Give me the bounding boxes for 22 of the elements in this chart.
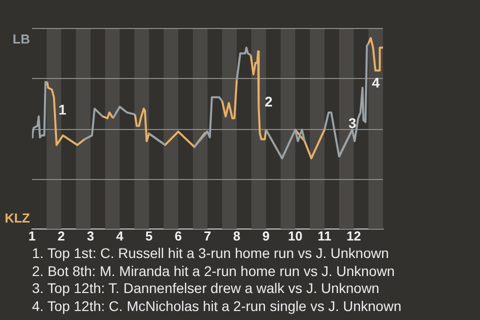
- x-tick-label: 11: [318, 228, 332, 244]
- text: 3. Top 12th: T. Dannenfelser drew a walk vs J. Unknown: [32, 280, 380, 298]
- text: LB: [12, 32, 30, 47]
- x-tick-label: 3: [86, 228, 94, 244]
- x-tick-label: 10: [288, 228, 302, 244]
- annotation: 2: [264, 94, 273, 110]
- text: 1. Top 1st: C. Russell hit a 3-run home run vs J. Unknown: [32, 245, 390, 262]
- annotation: 1: [58, 101, 66, 118]
- x-tick-label: 6: [174, 228, 182, 244]
- annotation: 4: [372, 74, 380, 91]
- x-tick-label: 7: [204, 228, 212, 244]
- x-tick-label: 4: [116, 228, 124, 244]
- x-tick-label: 2: [58, 228, 65, 244]
- text: 2. Bot 8th: M. Miranda hit a 2-run home run vs J. Unknown: [32, 262, 396, 280]
- x-tick-label: 8: [233, 228, 240, 244]
- x-tick-label: 9: [262, 228, 270, 244]
- x-tick-label: 1: [28, 228, 36, 244]
- text: 4. Top 12th: C. McNicholas hit a 2-run single vs J. Unknown: [32, 298, 402, 315]
- x-tick-label: 5: [145, 228, 153, 244]
- annotation: 3: [348, 114, 356, 131]
- x-tick-label: 12: [346, 228, 361, 244]
- text: KLZ: [4, 210, 30, 226]
